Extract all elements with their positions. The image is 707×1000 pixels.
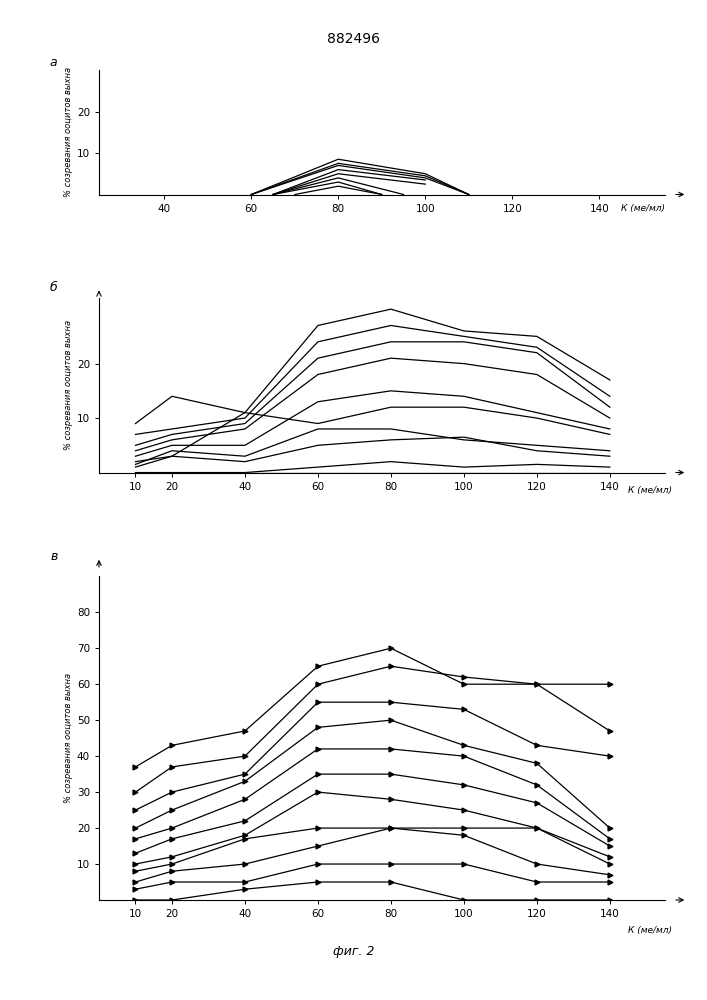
Text: фиг. 2: фиг. 2 bbox=[333, 945, 374, 958]
Text: К (ме/мл): К (ме/мл) bbox=[621, 204, 665, 213]
Text: в: в bbox=[50, 550, 57, 563]
Text: К (ме/мл): К (ме/мл) bbox=[628, 926, 672, 935]
Y-axis label: % созревания ооцитов выхна: % созревания ооцитов выхна bbox=[64, 673, 73, 803]
Text: а: а bbox=[50, 56, 57, 69]
Y-axis label: % созревания ооцитов выхна: % созревания ооцитов выхна bbox=[64, 67, 73, 197]
Y-axis label: % созревания ооцитов выхна: % созревания ооцитов выхна bbox=[64, 320, 73, 450]
Text: 882496: 882496 bbox=[327, 32, 380, 46]
Text: К (ме/мл): К (ме/мл) bbox=[628, 486, 672, 495]
Text: б: б bbox=[50, 281, 57, 294]
